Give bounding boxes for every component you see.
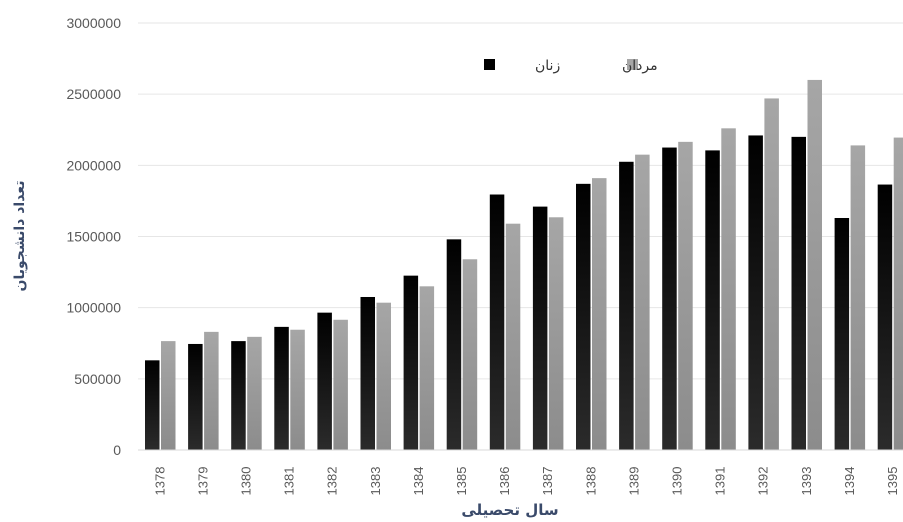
bar-men-1389 <box>635 154 650 451</box>
bar-women-1381 <box>274 326 289 450</box>
bars <box>145 79 903 451</box>
bar-women-1384 <box>403 275 419 450</box>
bar-women-1378 <box>145 360 160 450</box>
x-tick-label: 1391 <box>713 467 728 496</box>
bar-men-1379 <box>204 331 219 450</box>
bar-men-1388 <box>592 178 607 451</box>
x-tick-label: 1390 <box>669 467 684 496</box>
x-tick-label: 1386 <box>497 467 512 496</box>
bar-women-1386 <box>489 194 505 450</box>
bar-women-1390 <box>662 147 677 450</box>
bar-men-1387 <box>548 217 564 450</box>
bar-men-1385 <box>462 259 478 450</box>
bar-women-1379 <box>188 343 203 450</box>
x-tick-label: 1379 <box>195 467 210 496</box>
bar-women-1380 <box>231 341 246 450</box>
x-tick-label: 1388 <box>583 467 598 496</box>
y-tick-label: 1000000 <box>66 300 121 316</box>
bar-men-1381 <box>290 329 305 450</box>
bar-men-1391 <box>721 128 736 450</box>
bar-men-1394 <box>850 145 866 450</box>
x-tick-label: 1389 <box>626 467 641 496</box>
y-axis-ticks: 0 500000 1000000 1500000 2000000 2500000 30000… <box>66 15 121 458</box>
bar-men-1384 <box>419 286 435 450</box>
x-tick-label: 1384 <box>411 467 426 496</box>
y-tick-label: 0 <box>113 442 121 458</box>
bar-men-1383 <box>376 302 391 450</box>
bar-men-1382 <box>333 319 348 450</box>
bar-women-1394 <box>834 217 850 450</box>
bar-women-1395 <box>877 184 893 450</box>
y-tick-label: 2500000 <box>66 86 121 102</box>
gridlines <box>138 22 903 380</box>
bar-men-1390 <box>678 141 693 450</box>
bar-men-1386 <box>505 223 521 450</box>
x-tick-label: 1380 <box>238 467 253 496</box>
bar-men-1393 <box>807 79 822 450</box>
x-axis-title: سال تحصیلی <box>461 501 558 519</box>
y-tick-label: 1500000 <box>66 229 121 245</box>
legend-swatch-women <box>484 59 495 70</box>
bar-women-1382 <box>317 312 332 450</box>
legend: مردان زنان <box>484 58 658 74</box>
x-tick-label: 1395 <box>885 467 900 496</box>
bar-men-1392 <box>764 98 779 450</box>
bar-men-1380 <box>247 336 262 450</box>
bar-women-1387 <box>532 206 548 450</box>
legend-label-women: زنان <box>535 58 560 74</box>
bar-women-1392 <box>748 135 763 450</box>
x-tick-label: 1385 <box>454 467 469 496</box>
bar-women-1389 <box>619 161 634 450</box>
x-tick-label: 1387 <box>540 467 555 496</box>
x-axis-ticks: 1378 1379 1380 1381 1382 1383 1384 1385 1386 1387… <box>152 467 900 496</box>
x-tick-label: 1378 <box>152 467 167 496</box>
bar-women-1385 <box>446 239 462 450</box>
y-tick-label: 500000 <box>74 371 121 387</box>
y-tick-label: 2000000 <box>66 157 121 173</box>
bar-women-1393 <box>791 136 806 450</box>
x-tick-label: 1382 <box>325 467 340 496</box>
bar-men-1395 <box>893 137 903 450</box>
x-tick-label: 1394 <box>842 467 857 496</box>
legend-label-men: مردان <box>622 58 658 74</box>
x-tick-label: 1383 <box>368 467 383 496</box>
legend-swatch-men <box>627 59 638 70</box>
bar-women-1383 <box>360 296 375 450</box>
bar-men-1378 <box>161 341 176 450</box>
bar-women-1388 <box>576 183 591 450</box>
x-tick-label: 1393 <box>799 467 814 496</box>
bar-women-1391 <box>705 150 720 450</box>
x-tick-label: 1392 <box>756 467 771 496</box>
y-axis-title: تعداد دانشجویان <box>12 181 28 292</box>
y-tick-label: 3000000 <box>66 15 121 31</box>
x-tick-label: 1381 <box>282 467 297 496</box>
